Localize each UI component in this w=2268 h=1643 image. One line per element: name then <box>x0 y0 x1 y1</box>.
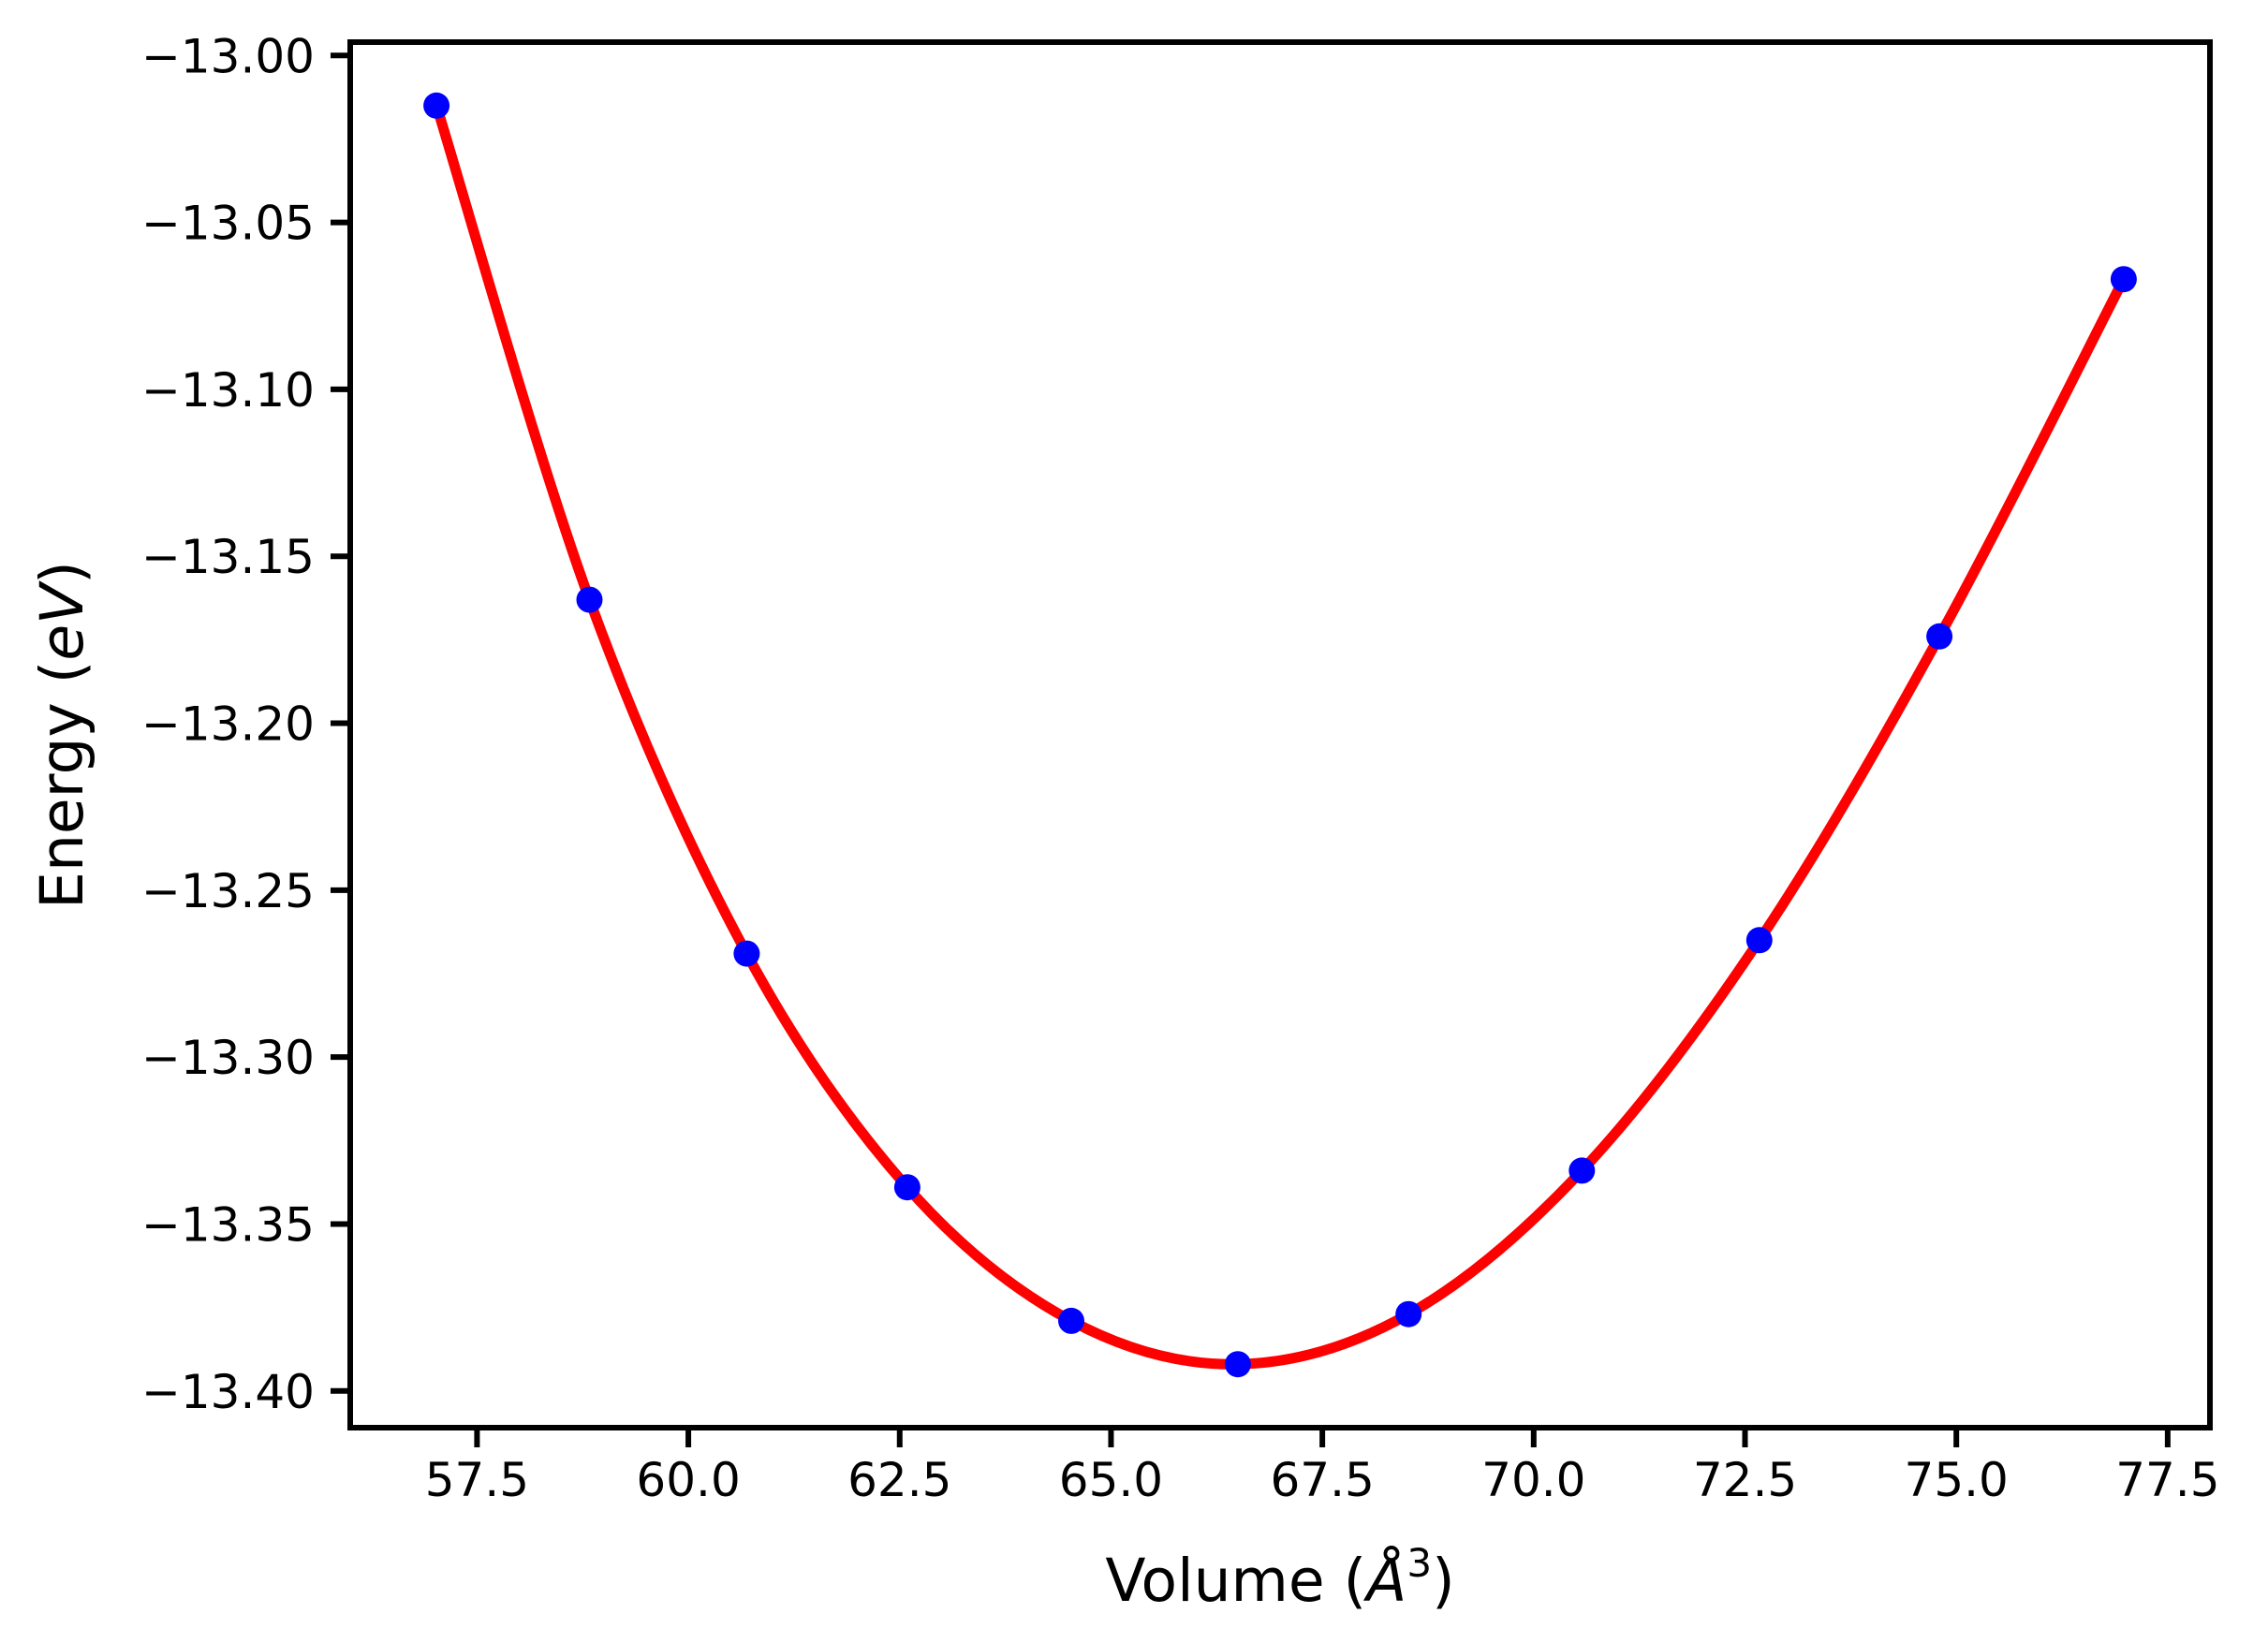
y-tick-label: −13.35 <box>141 1197 315 1252</box>
y-tick-label: −13.25 <box>141 864 315 918</box>
x-tick-label: 67.5 <box>1270 1453 1374 1507</box>
plot-border <box>347 39 2213 1430</box>
x-tick-label: 77.5 <box>2115 1453 2219 1507</box>
angstrom-symbol: Å <box>1362 1547 1406 1615</box>
data-point <box>2110 266 2137 293</box>
data-point <box>1926 623 1953 650</box>
x-tick-label: 60.0 <box>636 1453 740 1507</box>
fit-curve-layer <box>431 104 2128 1370</box>
x-axis-label: Volume (Å3) <box>1105 1540 1454 1615</box>
x-axis-label-prefix: Volume ( <box>1105 1547 1366 1615</box>
y-tick-label: −13.30 <box>141 1031 315 1085</box>
x-tick-label: 65.0 <box>1059 1453 1163 1507</box>
y-tick-label: −13.20 <box>141 697 315 752</box>
eos-fit-curve <box>431 104 2128 1370</box>
data-point <box>1568 1157 1596 1184</box>
y-axis-label-ev: eV <box>28 580 96 661</box>
y-tick-label: −13.00 <box>141 29 315 83</box>
data-point <box>1745 927 1773 954</box>
data-point <box>733 940 760 967</box>
y-tick-label: −13.10 <box>141 363 315 418</box>
y-tick-label: −13.05 <box>141 197 315 251</box>
x-tick-label: 62.5 <box>847 1453 951 1507</box>
x-tick-label: 70.0 <box>1481 1453 1585 1507</box>
y-axis-label-suffix: ) <box>28 561 96 584</box>
data-point <box>423 92 450 119</box>
y-axis-label: Energy (eV) <box>28 561 96 909</box>
x-axis-label-superscript: 3 <box>1406 1540 1432 1586</box>
y-tick-label: −13.40 <box>141 1365 315 1419</box>
x-axis-label-suffix: ) <box>1432 1547 1455 1615</box>
data-point <box>1224 1351 1251 1378</box>
y-axis-label-prefix: Energy ( <box>28 661 96 909</box>
axes-layer <box>347 39 2213 1430</box>
y-axis-ticks: −13.00 −13.05 −13.10 −13.15 −13.20 −13.25 −13.… <box>141 29 350 1419</box>
x-axis-ticks: 57.5 60.0 62.5 65.0 67.5 70.0 72.5 75.0 77.5 <box>425 1428 2220 1507</box>
x-tick-label: 72.5 <box>1693 1453 1797 1507</box>
data-point <box>1058 1307 1084 1334</box>
data-point <box>893 1174 920 1201</box>
data-points-layer <box>423 92 2137 1378</box>
x-tick-label: 57.5 <box>425 1453 529 1507</box>
x-tick-label: 75.0 <box>1905 1453 2009 1507</box>
data-point <box>1395 1300 1422 1328</box>
data-point <box>576 586 603 613</box>
y-tick-label: −13.15 <box>141 530 315 584</box>
